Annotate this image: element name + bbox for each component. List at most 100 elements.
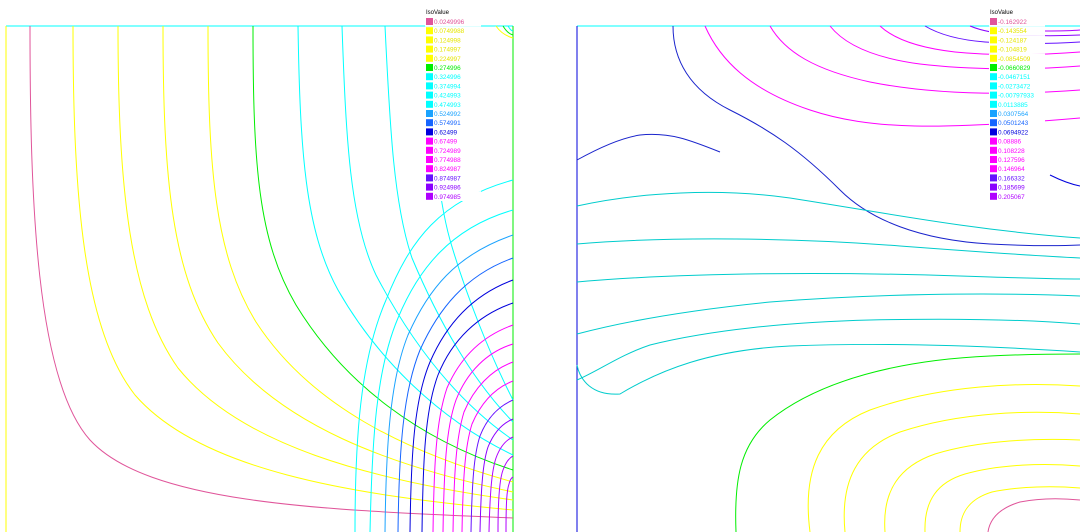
right-legend-swatch-0 xyxy=(990,18,997,25)
right-legend-swatch-2 xyxy=(990,36,997,44)
left-contour-16 xyxy=(432,324,514,532)
left-legend-bg-5 xyxy=(425,63,481,73)
left-legend-title: IsoValue xyxy=(426,10,450,16)
left-legend-bg-15 xyxy=(425,155,481,165)
right-contour-c3 xyxy=(576,293,1080,335)
left-legend-swatch-15 xyxy=(426,156,433,163)
left-legend-bg-9 xyxy=(425,99,481,109)
right-contours xyxy=(576,25,1080,532)
right-legend-bg-18 xyxy=(989,182,1045,192)
left-contour-1 xyxy=(72,25,514,511)
left-legend-bg-2 xyxy=(425,35,481,45)
left-legend-label-8: 0.424993 xyxy=(434,93,461,100)
left-contour-5 xyxy=(252,25,514,471)
left-legend-label-16: 0.824987 xyxy=(434,166,461,173)
right-legend-bg-14 xyxy=(989,145,1045,155)
right-legend-swatch-10 xyxy=(990,110,997,117)
left-contour-tr-1 xyxy=(502,25,514,36)
right-legend-bg-11 xyxy=(989,118,1045,128)
left-legend: IsoValue 0.0249996 0.0749988 0.124998 0.174… xyxy=(425,10,481,201)
left-contour-8 xyxy=(384,25,514,423)
right-legend-swatch-8 xyxy=(990,91,997,99)
right-legend-label-4: -0.0854509 xyxy=(998,56,1031,63)
right-legend-swatch-9 xyxy=(990,100,997,108)
left-legend-bg-1 xyxy=(425,26,481,36)
left-contour-13 xyxy=(397,257,514,532)
right-contour-m3 xyxy=(879,25,1080,56)
right-legend-label-16: 0.146964 xyxy=(998,166,1025,173)
right-contour-panel: IsoValue -0.162922 -0.143554 -0.124187 -0.1… xyxy=(540,0,1080,532)
right-contour-pink xyxy=(987,498,1080,532)
right-legend-label-18: 0.185699 xyxy=(998,185,1025,192)
right-legend-bg-19 xyxy=(989,191,1045,201)
right-legend-label-15: 0.127596 xyxy=(998,157,1025,164)
right-contour-m4 xyxy=(924,25,1080,44)
left-contour-plot: IsoValue 0.0249996 0.0749988 0.124998 0.174… xyxy=(5,10,514,532)
left-legend-bg-8 xyxy=(425,90,481,100)
right-contour-green xyxy=(735,353,1080,532)
left-contour-14 xyxy=(409,279,514,532)
right-legend-bg-6 xyxy=(989,72,1045,82)
left-legend-swatch-7 xyxy=(426,82,433,90)
left-legend-bg-19 xyxy=(425,191,481,201)
right-legend-label-2: -0.124187 xyxy=(998,37,1027,44)
left-legend-bg-12 xyxy=(425,127,481,137)
left-legend-label-15: 0.774988 xyxy=(434,157,461,164)
right-legend-title: IsoValue xyxy=(990,10,1014,16)
left-legend-label-9: 0.474993 xyxy=(434,102,461,109)
right-legend: IsoValue -0.162922 -0.143554 -0.124187 -0.1… xyxy=(989,10,1045,201)
right-contour-m0 xyxy=(704,25,1080,127)
left-contour-panel: IsoValue 0.0249996 0.0749988 0.124998 0.174… xyxy=(5,10,514,532)
left-legend-label-2: 0.124998 xyxy=(434,37,461,44)
left-legend-swatch-16 xyxy=(426,165,433,173)
left-legend-swatch-14 xyxy=(426,146,433,154)
left-legend-label-5: 0.274996 xyxy=(434,65,461,72)
left-contour-22 xyxy=(488,436,514,532)
right-legend-swatch-14 xyxy=(990,146,997,154)
right-contour-c2 xyxy=(576,273,1080,283)
left-contour-tr-0 xyxy=(495,25,514,39)
left-contour-18 xyxy=(452,361,514,532)
left-contour-12 xyxy=(384,234,514,532)
left-contour-4 xyxy=(207,25,514,483)
right-legend-swatch-12 xyxy=(990,128,997,136)
left-contour-0 xyxy=(29,25,514,519)
left-legend-swatch-18 xyxy=(426,183,433,191)
right-legend-bg-2 xyxy=(989,35,1045,45)
right-contour-y3 xyxy=(924,464,1080,532)
left-legend-label-11: 0.574991 xyxy=(434,120,461,127)
right-legend-label-19: 0.205067 xyxy=(998,194,1025,201)
left-legend-swatch-6 xyxy=(426,73,433,81)
left-legend-bg-6 xyxy=(425,72,481,82)
left-contour-11 xyxy=(369,209,514,532)
right-legend-swatch-6 xyxy=(990,73,997,81)
right-contour-blue xyxy=(672,25,1080,247)
left-contour-tr-2 xyxy=(507,25,514,32)
left-contour-6 xyxy=(297,25,514,456)
left-legend-swatch-19 xyxy=(426,192,433,200)
left-legend-bg-0 xyxy=(425,17,481,27)
right-contour-blue-left xyxy=(576,133,721,161)
left-legend-label-14: 0.724989 xyxy=(434,148,461,155)
right-contour-y4 xyxy=(959,486,1080,532)
left-legend-label-0: 0.0249996 xyxy=(434,19,465,26)
right-legend-bg-5 xyxy=(989,63,1045,73)
left-legend-label-19: 0.974985 xyxy=(434,194,461,201)
left-legend-swatch-9 xyxy=(426,100,433,108)
left-contour-20 xyxy=(470,399,514,532)
left-legend-bg-14 xyxy=(425,145,481,155)
right-contour-m-right xyxy=(1049,174,1080,187)
right-legend-swatch-3 xyxy=(990,45,997,53)
right-legend-bg-13 xyxy=(989,136,1045,146)
right-legend-label-3: -0.104819 xyxy=(998,47,1027,54)
right-legend-label-11: 0.0501243 xyxy=(998,120,1029,127)
left-legend-swatch-5 xyxy=(426,64,433,71)
right-legend-swatch-5 xyxy=(990,64,997,71)
right-legend-label-14: 0.108228 xyxy=(998,148,1025,155)
right-legend-swatch-15 xyxy=(990,156,997,163)
left-legend-label-1: 0.0749988 xyxy=(434,28,465,35)
left-legend-bg-18 xyxy=(425,182,481,192)
left-legend-bg-16 xyxy=(425,164,481,174)
left-contour-15 xyxy=(421,302,514,532)
left-contour-7 xyxy=(341,25,514,441)
